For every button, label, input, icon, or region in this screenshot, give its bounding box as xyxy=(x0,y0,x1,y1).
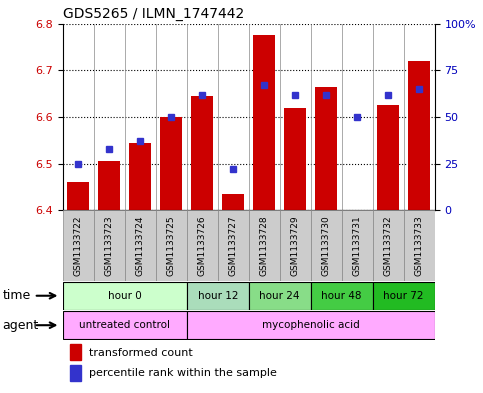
Text: GSM1133722: GSM1133722 xyxy=(74,215,83,276)
Text: GSM1133728: GSM1133728 xyxy=(260,215,269,276)
Bar xyxy=(315,86,337,210)
Text: untreated control: untreated control xyxy=(79,320,170,330)
FancyBboxPatch shape xyxy=(94,210,125,281)
Text: GSM1133733: GSM1133733 xyxy=(415,215,424,276)
FancyBboxPatch shape xyxy=(187,210,218,281)
Bar xyxy=(129,143,151,210)
FancyBboxPatch shape xyxy=(249,210,280,281)
Bar xyxy=(70,344,82,360)
Text: GSM1133724: GSM1133724 xyxy=(136,215,145,276)
Bar xyxy=(68,182,89,210)
Text: percentile rank within the sample: percentile rank within the sample xyxy=(89,368,277,378)
Text: GSM1133723: GSM1133723 xyxy=(105,215,114,276)
Text: transformed count: transformed count xyxy=(89,347,193,358)
Text: hour 0: hour 0 xyxy=(108,291,142,301)
FancyBboxPatch shape xyxy=(342,210,373,281)
FancyBboxPatch shape xyxy=(404,210,435,281)
Text: hour 12: hour 12 xyxy=(198,291,238,301)
FancyBboxPatch shape xyxy=(63,281,187,310)
Bar xyxy=(408,61,430,210)
Text: GSM1133726: GSM1133726 xyxy=(198,215,207,276)
FancyBboxPatch shape xyxy=(187,281,249,310)
FancyBboxPatch shape xyxy=(63,210,94,281)
Text: hour 72: hour 72 xyxy=(384,291,424,301)
Bar xyxy=(254,35,275,210)
Text: time: time xyxy=(2,289,30,302)
Text: mycophenolic acid: mycophenolic acid xyxy=(262,320,360,330)
Bar xyxy=(222,194,244,210)
Text: GSM1133727: GSM1133727 xyxy=(229,215,238,276)
Bar xyxy=(284,108,306,210)
Text: hour 24: hour 24 xyxy=(259,291,300,301)
FancyBboxPatch shape xyxy=(63,311,187,339)
Text: agent: agent xyxy=(2,319,39,332)
FancyBboxPatch shape xyxy=(218,210,249,281)
FancyBboxPatch shape xyxy=(249,281,311,310)
Text: GDS5265 / ILMN_1747442: GDS5265 / ILMN_1747442 xyxy=(63,7,244,21)
Text: hour 48: hour 48 xyxy=(322,291,362,301)
Bar xyxy=(70,365,82,380)
FancyBboxPatch shape xyxy=(311,210,342,281)
Bar xyxy=(377,105,399,210)
Text: GSM1133731: GSM1133731 xyxy=(353,215,362,276)
FancyBboxPatch shape xyxy=(280,210,311,281)
FancyBboxPatch shape xyxy=(311,281,373,310)
FancyBboxPatch shape xyxy=(125,210,156,281)
FancyBboxPatch shape xyxy=(187,311,435,339)
FancyBboxPatch shape xyxy=(373,210,404,281)
Bar xyxy=(99,161,120,210)
Text: GSM1133729: GSM1133729 xyxy=(291,215,300,276)
Bar xyxy=(160,117,182,210)
Text: GSM1133730: GSM1133730 xyxy=(322,215,331,276)
Text: GSM1133725: GSM1133725 xyxy=(167,215,176,276)
FancyBboxPatch shape xyxy=(373,281,435,310)
FancyBboxPatch shape xyxy=(156,210,187,281)
Bar xyxy=(191,96,213,210)
Text: GSM1133732: GSM1133732 xyxy=(384,215,393,276)
